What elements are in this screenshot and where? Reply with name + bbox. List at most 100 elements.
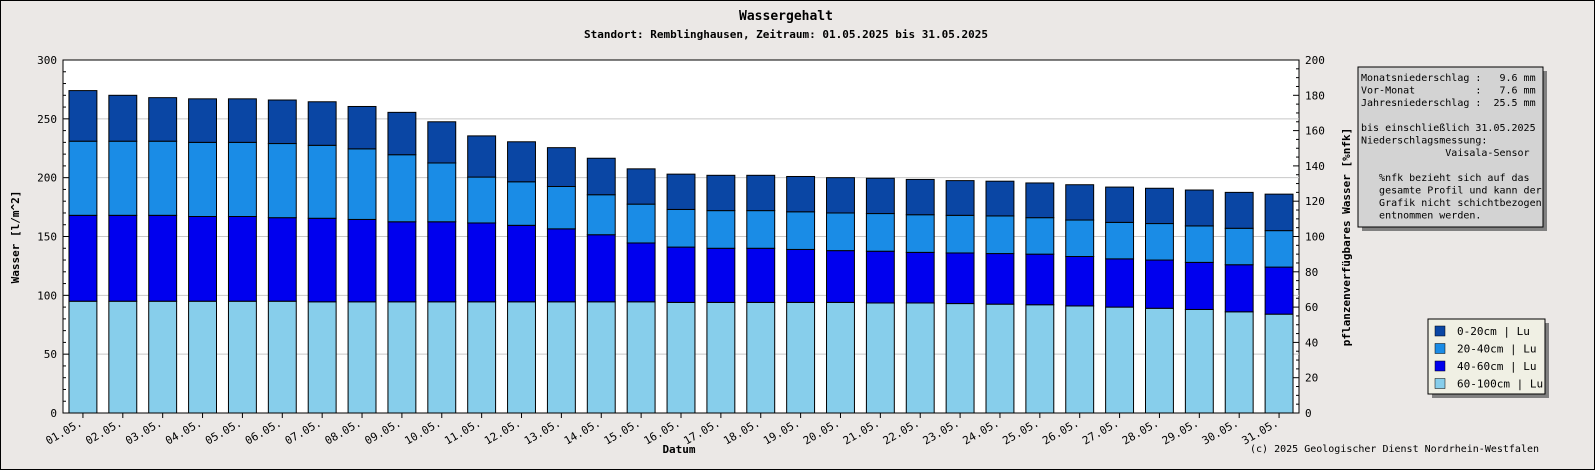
bar-segment-1-2	[108, 300, 138, 414]
info-line: Vaisala-Sensor	[1361, 148, 1530, 159]
bar-segment-1-29	[1184, 308, 1214, 414]
bar-segment-4-5	[227, 98, 257, 143]
bar-segment-4-29	[1184, 189, 1214, 227]
bar-segment-1-23	[945, 303, 975, 414]
x-tick-label: 27.05.	[1080, 416, 1121, 447]
bar-segment-3-16	[666, 208, 696, 248]
bar-segment-4-2	[108, 94, 138, 142]
bar-segment-3-25	[1025, 217, 1055, 255]
bar-segment-3-26	[1065, 219, 1095, 258]
bar-segment-4-7	[307, 101, 337, 146]
legend: 0-20cm | Lu 20-40cm | Lu 40-60cm | Lu 60-10…	[1427, 318, 1549, 398]
y-tick-label: 250	[37, 113, 57, 126]
bar-segment-4-20	[826, 177, 855, 214]
bar-segment-4-4	[188, 98, 217, 143]
bar-segment-2-6	[267, 217, 297, 302]
bar-segment-2-14	[586, 234, 616, 303]
bar-segment-2-24	[985, 253, 1015, 305]
y2-tick-label: 200	[1305, 54, 1325, 67]
bar-segment-3-28	[1145, 223, 1174, 261]
bar-segment-3-4	[188, 141, 217, 217]
y-axis-label: Wasser [l/m^2]	[9, 191, 22, 284]
x-tick-label: 29.05.	[1160, 416, 1201, 447]
x-tick-label: 10.05.	[402, 416, 443, 447]
x-tick-label: 26.05.	[1040, 416, 1081, 447]
x-tick-label: 19.05.	[761, 416, 802, 447]
bar-segment-1-12	[507, 301, 536, 414]
bar-segment-3-14	[586, 194, 616, 236]
bar-segment-1-16	[666, 301, 696, 414]
bar-segment-1-6	[267, 300, 297, 414]
bar-segment-2-28	[1145, 259, 1174, 309]
y2-tick-label: 40	[1305, 336, 1318, 349]
info-line	[1361, 111, 1367, 122]
bar-segment-1-7	[307, 301, 337, 414]
y2-tick-label: 60	[1305, 301, 1318, 314]
bar-segment-2-11	[467, 222, 497, 303]
bar-segment-1-9	[387, 301, 417, 414]
bar-segment-1-24	[985, 303, 1015, 414]
bar-segment-3-31	[1264, 230, 1294, 268]
info-line: gesamte Profil und kann der	[1361, 186, 1542, 197]
bar-segment-3-1	[68, 140, 98, 216]
bar-segment-4-13	[546, 147, 576, 187]
bar-segment-4-21	[865, 177, 895, 215]
copyright: (c) 2025 Geologischer Dienst Nordrhein-W…	[1250, 444, 1539, 455]
info-line: Jahresniederschlag : 25.5 mm	[1361, 98, 1536, 109]
y2-tick-label: 180	[1305, 89, 1325, 102]
info-line: Vor-Monat : 7.6 mm	[1361, 86, 1536, 97]
bar-segment-4-19	[786, 175, 816, 213]
chart-subtitle: Standort: Remblinghausen, Zeitraum: 01.0…	[584, 28, 988, 41]
bar-segment-4-23	[945, 180, 975, 216]
bar-segment-4-16	[666, 173, 696, 210]
bar-segment-4-17	[706, 174, 736, 212]
bar-segment-1-5	[227, 300, 257, 414]
legend-label: 60-100cm | Lu	[1457, 378, 1543, 391]
bar-segment-3-17	[706, 210, 736, 249]
x-tick-label: 06.05.	[243, 416, 284, 447]
bar-segment-3-2	[108, 140, 138, 216]
bar-segment-3-13	[546, 185, 576, 230]
bar-segment-2-19	[786, 248, 816, 303]
bar-segment-1-20	[826, 301, 855, 414]
bar-segment-3-8	[347, 148, 377, 220]
bar-segment-4-10	[427, 121, 457, 164]
bar-segment-3-27	[1105, 221, 1135, 260]
legend-swatch	[1434, 378, 1446, 389]
bar-segment-4-25	[1025, 182, 1055, 219]
legend-swatch	[1434, 325, 1446, 337]
y-tick-label: 0	[50, 407, 57, 420]
x-tick-label: 15.05.	[602, 416, 643, 447]
x-tick-label: 21.05.	[841, 416, 882, 447]
x-tick-label: 07.05.	[283, 416, 324, 447]
x-tick-label: 22.05.	[881, 416, 922, 447]
bar-segment-1-26	[1065, 305, 1095, 414]
x-tick-label: 03.05.	[123, 416, 164, 447]
bar-segment-1-28	[1145, 307, 1174, 414]
bar-segment-3-20	[826, 212, 855, 252]
bar-segment-3-29	[1184, 225, 1214, 263]
bar-segment-3-24	[985, 215, 1015, 255]
info-line: Grafik nicht schichtbezogen	[1361, 198, 1542, 209]
bar-segment-3-6	[267, 143, 297, 219]
bar-segment-2-30	[1224, 264, 1254, 313]
bar-segment-2-27	[1105, 258, 1135, 308]
bar-segment-4-9	[387, 111, 417, 156]
bar-segment-1-13	[546, 301, 576, 414]
bar-segment-2-15	[626, 242, 656, 303]
bar-segment-2-29	[1184, 261, 1214, 310]
y-tick-label: 50	[44, 348, 57, 361]
x-tick-label: 20.05.	[801, 416, 842, 447]
bar-segment-3-7	[307, 144, 337, 219]
legend-swatch	[1434, 360, 1446, 372]
bar-segment-4-28	[1145, 187, 1174, 225]
bar-segment-2-9	[387, 221, 417, 303]
bar-segment-4-11	[467, 135, 497, 178]
bar-segment-3-21	[865, 213, 895, 252]
y2-axis-label: pflanzenverfügbares Wasser [%nfk]	[1340, 128, 1353, 347]
bar-segment-1-27	[1105, 306, 1135, 414]
y2-tick-label: 140	[1305, 160, 1325, 173]
x-axis-label: Datum	[662, 443, 695, 456]
